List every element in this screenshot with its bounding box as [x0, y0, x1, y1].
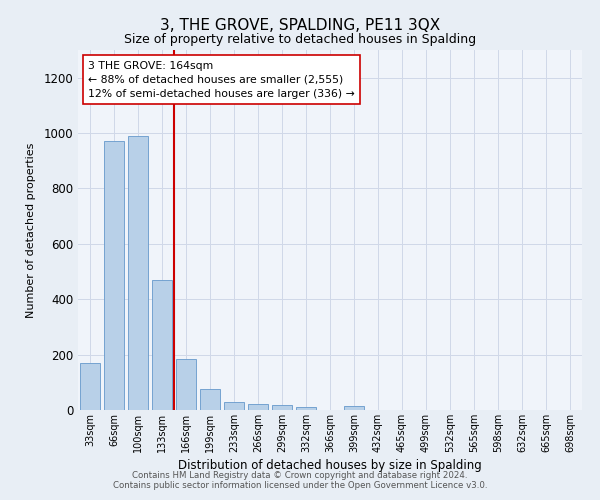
Bar — [128, 136, 148, 410]
Bar — [152, 280, 172, 410]
Bar — [80, 363, 100, 410]
Bar — [248, 404, 268, 410]
Text: Contains HM Land Registry data © Crown copyright and database right 2024.
Contai: Contains HM Land Registry data © Crown c… — [113, 470, 487, 490]
Bar — [176, 359, 196, 410]
Bar — [200, 389, 220, 410]
Y-axis label: Number of detached properties: Number of detached properties — [26, 142, 37, 318]
Text: 3 THE GROVE: 164sqm
← 88% of detached houses are smaller (2,555)
12% of semi-det: 3 THE GROVE: 164sqm ← 88% of detached ho… — [88, 61, 355, 99]
Bar — [272, 405, 292, 410]
Text: Size of property relative to detached houses in Spalding: Size of property relative to detached ho… — [124, 32, 476, 46]
X-axis label: Distribution of detached houses by size in Spalding: Distribution of detached houses by size … — [178, 459, 482, 472]
Text: 3, THE GROVE, SPALDING, PE11 3QX: 3, THE GROVE, SPALDING, PE11 3QX — [160, 18, 440, 32]
Bar — [104, 142, 124, 410]
Bar — [344, 406, 364, 410]
Bar — [296, 406, 316, 410]
Bar — [224, 402, 244, 410]
